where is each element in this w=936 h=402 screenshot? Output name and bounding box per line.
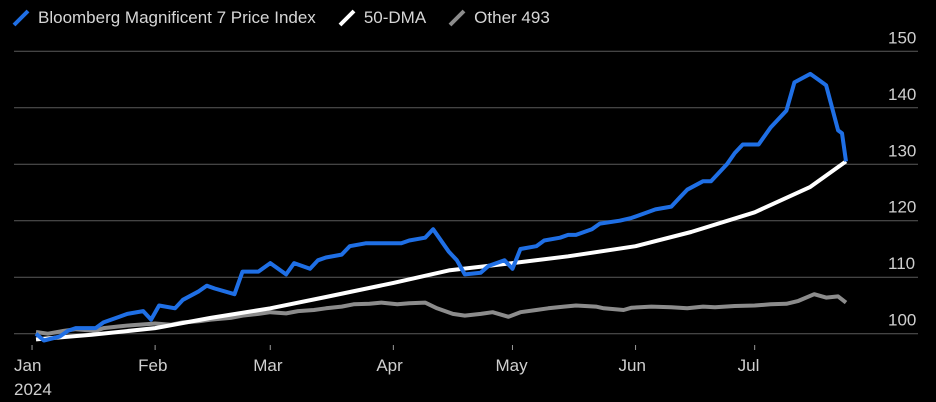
legend-label-other493: Other 493 (474, 8, 550, 27)
x-tick-label: Jun (619, 356, 646, 375)
y-axis-ticks: 100 110 120 130 140 150 (888, 28, 916, 329)
y-tick-label: 130 (888, 141, 916, 160)
x-tick-label: May (495, 356, 528, 375)
y-tick-label: 120 (888, 198, 916, 217)
x-tick-label: Mar (253, 356, 283, 375)
x-axis-ticks: Jan 2024 Feb Mar Apr May Jun Jul (14, 345, 759, 399)
legend-item-other493: Other 493 (448, 8, 550, 28)
y-tick-label: 140 (888, 85, 916, 104)
mag7-legend-line-icon (12, 9, 30, 27)
x-tick-label: Apr (376, 356, 403, 375)
series-line-1 (35, 159, 848, 342)
series-line-2 (35, 292, 848, 336)
50dma-legend-line-icon (338, 9, 356, 27)
legend-item-mag7: Bloomberg Magnificent 7 Price Index (12, 8, 316, 28)
x-tick-label: Jul (738, 356, 760, 375)
x-tick-label: Feb (138, 356, 167, 375)
y-tick-label: 150 (888, 28, 916, 47)
series-line-0 (34, 71, 848, 343)
x-tick-label: Jan 2024 (14, 356, 52, 399)
legend-label-mag7: Bloomberg Magnificent 7 Price Index (38, 8, 316, 27)
legend-label-50dma: 50-DMA (363, 8, 427, 27)
y-tick-label: 110 (888, 254, 915, 273)
gridlines (14, 50, 918, 335)
y-tick-label: 100 (888, 311, 916, 330)
legend-item-50dma: 50-DMA (338, 8, 426, 28)
series-lines (34, 71, 848, 343)
other493-legend-line-icon (448, 9, 466, 27)
chart-legend: Bloomberg Magnificent 7 Price Index 50-D… (12, 6, 550, 30)
